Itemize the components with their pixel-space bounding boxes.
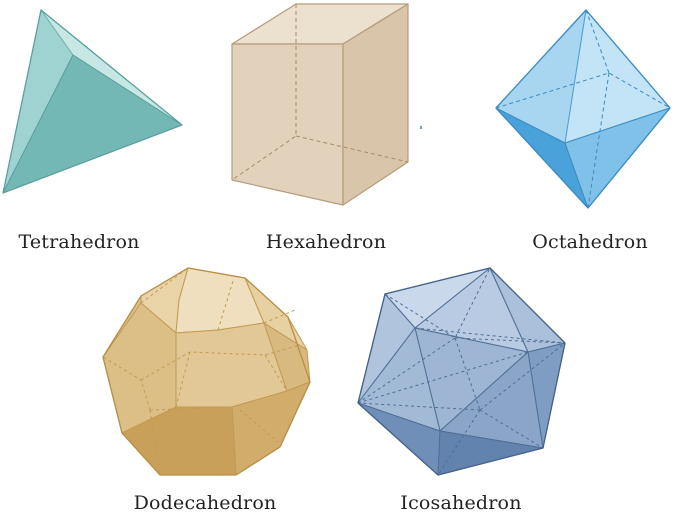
octahedron-label: Octahedron [532, 231, 648, 253]
tetrahedron-shape [2, 9, 183, 194]
tetrahedron-label: Tetrahedron [18, 231, 140, 253]
icosahedron-label: Icosahedron [400, 492, 522, 514]
octahedron-shape [495, 9, 671, 209]
dodecahedron-shape [102, 267, 311, 476]
hexahedron-label: Hexahedron [265, 231, 387, 253]
hexahedron-shape [231, 3, 422, 206]
dodecahedron-label: Dodecahedron [133, 492, 277, 514]
icosahedron-shape [357, 267, 566, 476]
